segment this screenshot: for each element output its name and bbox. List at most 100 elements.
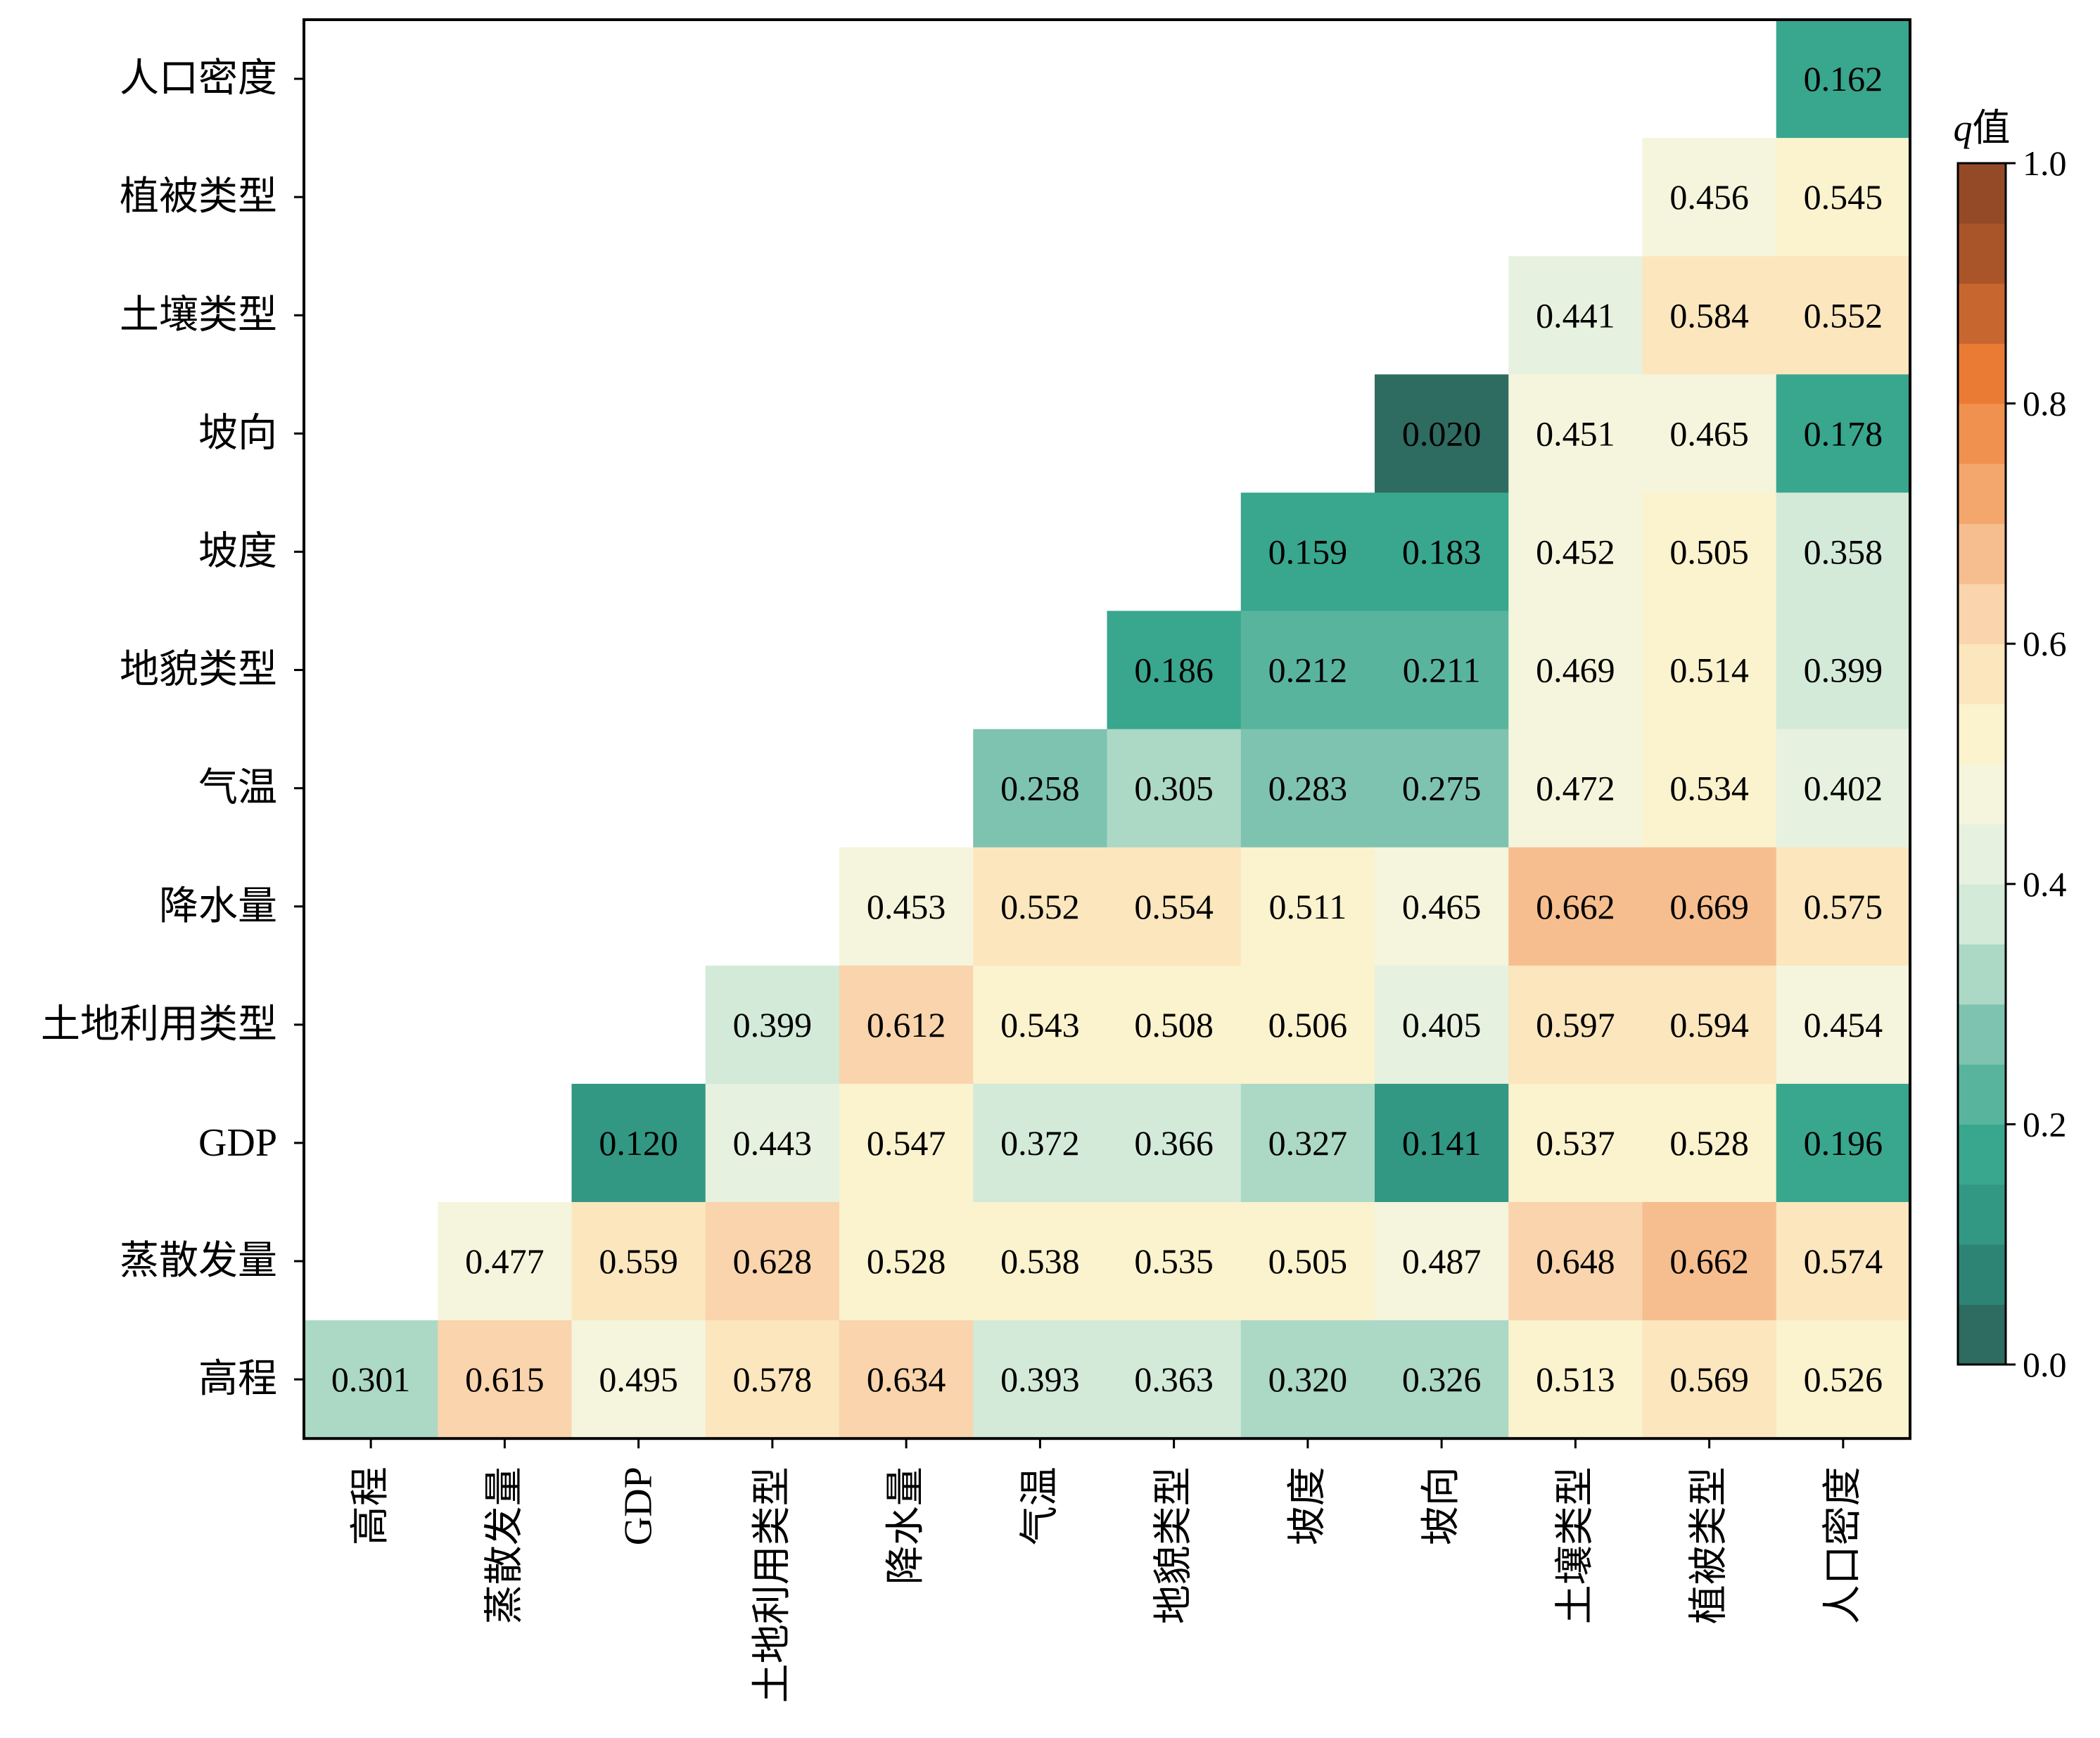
colorbar-title: q值: [1954, 107, 2011, 149]
column-label: 人口密度: [1821, 1467, 1865, 1624]
column-label: 蒸散发量: [483, 1467, 526, 1624]
heatmap-cell: [839, 847, 974, 966]
cell-value-label: 0.212: [1268, 651, 1348, 690]
cell-value-label: 0.554: [1134, 887, 1214, 926]
column-label: 植被类型: [1688, 1467, 1731, 1624]
column-label: 气温: [1018, 1467, 1062, 1545]
colorbar-segment: [1958, 1184, 2006, 1245]
colorbar-segment: [1958, 1124, 2006, 1185]
cell-value-label: 0.393: [1000, 1360, 1080, 1399]
cell-value-label: 0.301: [331, 1360, 411, 1399]
heatmap-cell: [839, 1320, 974, 1439]
heatmap-cell: [1776, 20, 1911, 139]
heatmap-cell: [1240, 965, 1375, 1085]
colorbar-tick-label: 1.0: [2023, 143, 2067, 183]
colorbar-tick-label: 0.4: [2023, 864, 2067, 904]
row-label: 降水量: [159, 885, 277, 928]
heatmap-cell: [1508, 374, 1643, 493]
heatmap-cell: [1240, 847, 1375, 966]
heatmap-cell: [1776, 729, 1911, 848]
colorbar-segment: [1958, 644, 2006, 705]
cell-value-label: 0.612: [867, 1005, 946, 1044]
heatmap-cell: [571, 1083, 706, 1203]
heatmap-cell: [1776, 492, 1911, 612]
column-label: GDP: [617, 1467, 661, 1545]
heatmap-cell: [1240, 1083, 1375, 1203]
heatmap-cell: [1508, 1320, 1643, 1439]
colorbar-segment: [1958, 883, 2006, 945]
heatmap-cell: [1375, 611, 1509, 730]
cell-value-label: 0.526: [1804, 1360, 1883, 1399]
heatmap-cell: [1107, 965, 1242, 1085]
heatmap-cell: [1642, 1320, 1777, 1439]
heatmap-cell: [1375, 965, 1509, 1085]
colorbar-segment: [1958, 764, 2006, 824]
heatmap-cell: [1375, 847, 1509, 966]
colorbar-segment: [1958, 223, 2006, 284]
heatmap-cell: [973, 729, 1108, 848]
colorbar-tick-label: 0.2: [2023, 1104, 2067, 1144]
cell-value-label: 0.363: [1134, 1360, 1214, 1399]
heatmap-cell: [705, 1083, 840, 1203]
heatmap-cell: [1642, 1202, 1777, 1321]
cell-value-label: 0.452: [1536, 532, 1615, 571]
colorbar-segment: [1958, 403, 2006, 464]
cell-value-label: 0.508: [1134, 1005, 1214, 1044]
column-label: 降水量: [884, 1467, 928, 1585]
colorbar-tick-label: 0.0: [2023, 1345, 2067, 1384]
cell-value-label: 0.326: [1402, 1360, 1482, 1399]
row-label: 高程: [198, 1357, 277, 1401]
heatmap-cell: [705, 1202, 840, 1321]
cell-value-label: 0.020: [1402, 414, 1482, 453]
cell-value-label: 0.578: [733, 1360, 813, 1399]
cell-value-label: 0.465: [1669, 414, 1749, 453]
heatmap-cell: [1642, 611, 1777, 730]
cell-value-label: 0.162: [1804, 59, 1883, 98]
heatmap-cell: [1240, 1202, 1375, 1321]
heatmap-cell: [1508, 256, 1643, 375]
cell-value-label: 0.662: [1536, 887, 1615, 926]
heatmap-cell: [1642, 256, 1777, 375]
cell-value-label: 0.569: [1669, 1360, 1749, 1399]
heatmap-cell: [1776, 1320, 1911, 1439]
heatmap-cell: [571, 1320, 706, 1439]
heatmap-cell: [705, 1320, 840, 1439]
heatmap-cell: [839, 1202, 974, 1321]
heatmap-cell: [1240, 611, 1375, 730]
cell-value-label: 0.258: [1000, 769, 1080, 808]
cell-value-label: 0.469: [1536, 651, 1615, 690]
cell-value-label: 0.628: [733, 1241, 813, 1281]
cell-value-label: 0.535: [1134, 1241, 1214, 1281]
heatmap-cell: [1642, 492, 1777, 612]
cell-value-label: 0.537: [1536, 1123, 1615, 1163]
colorbar-segment: [1958, 583, 2006, 644]
cell-value-label: 0.159: [1268, 532, 1348, 571]
cell-value-label: 0.634: [867, 1360, 946, 1399]
column-label: 坡向: [1420, 1467, 1463, 1545]
colorbar-segment: [1958, 163, 2006, 224]
cell-value-label: 0.183: [1402, 532, 1482, 571]
colorbar-segment: [1958, 824, 2006, 885]
heatmap-cell: [1240, 492, 1375, 612]
heatmap-cell: [973, 1320, 1108, 1439]
heatmap-cell: [1776, 847, 1911, 966]
row-label: 土壤类型: [120, 293, 277, 337]
column-label: 高程: [349, 1467, 393, 1545]
colorbar-segment: [1958, 1304, 2006, 1365]
colorbar-tick-label: 0.6: [2023, 624, 2067, 663]
cell-value-label: 0.552: [1804, 295, 1883, 335]
cell-value-label: 0.465: [1402, 887, 1482, 926]
row-label: 植被类型: [120, 175, 277, 219]
heatmap-cell: [1107, 1202, 1242, 1321]
row-label: GDP: [198, 1121, 277, 1165]
cell-value-label: 0.186: [1134, 651, 1214, 690]
cell-value-label: 0.487: [1402, 1241, 1482, 1281]
cell-value-label: 0.211: [1403, 651, 1481, 690]
colorbar-segment: [1958, 703, 2006, 765]
cell-value-label: 0.399: [1804, 651, 1883, 690]
column-label: 土壤类型: [1553, 1467, 1597, 1624]
cell-value-label: 0.275: [1402, 769, 1482, 808]
heatmap-cell: [1375, 492, 1509, 612]
